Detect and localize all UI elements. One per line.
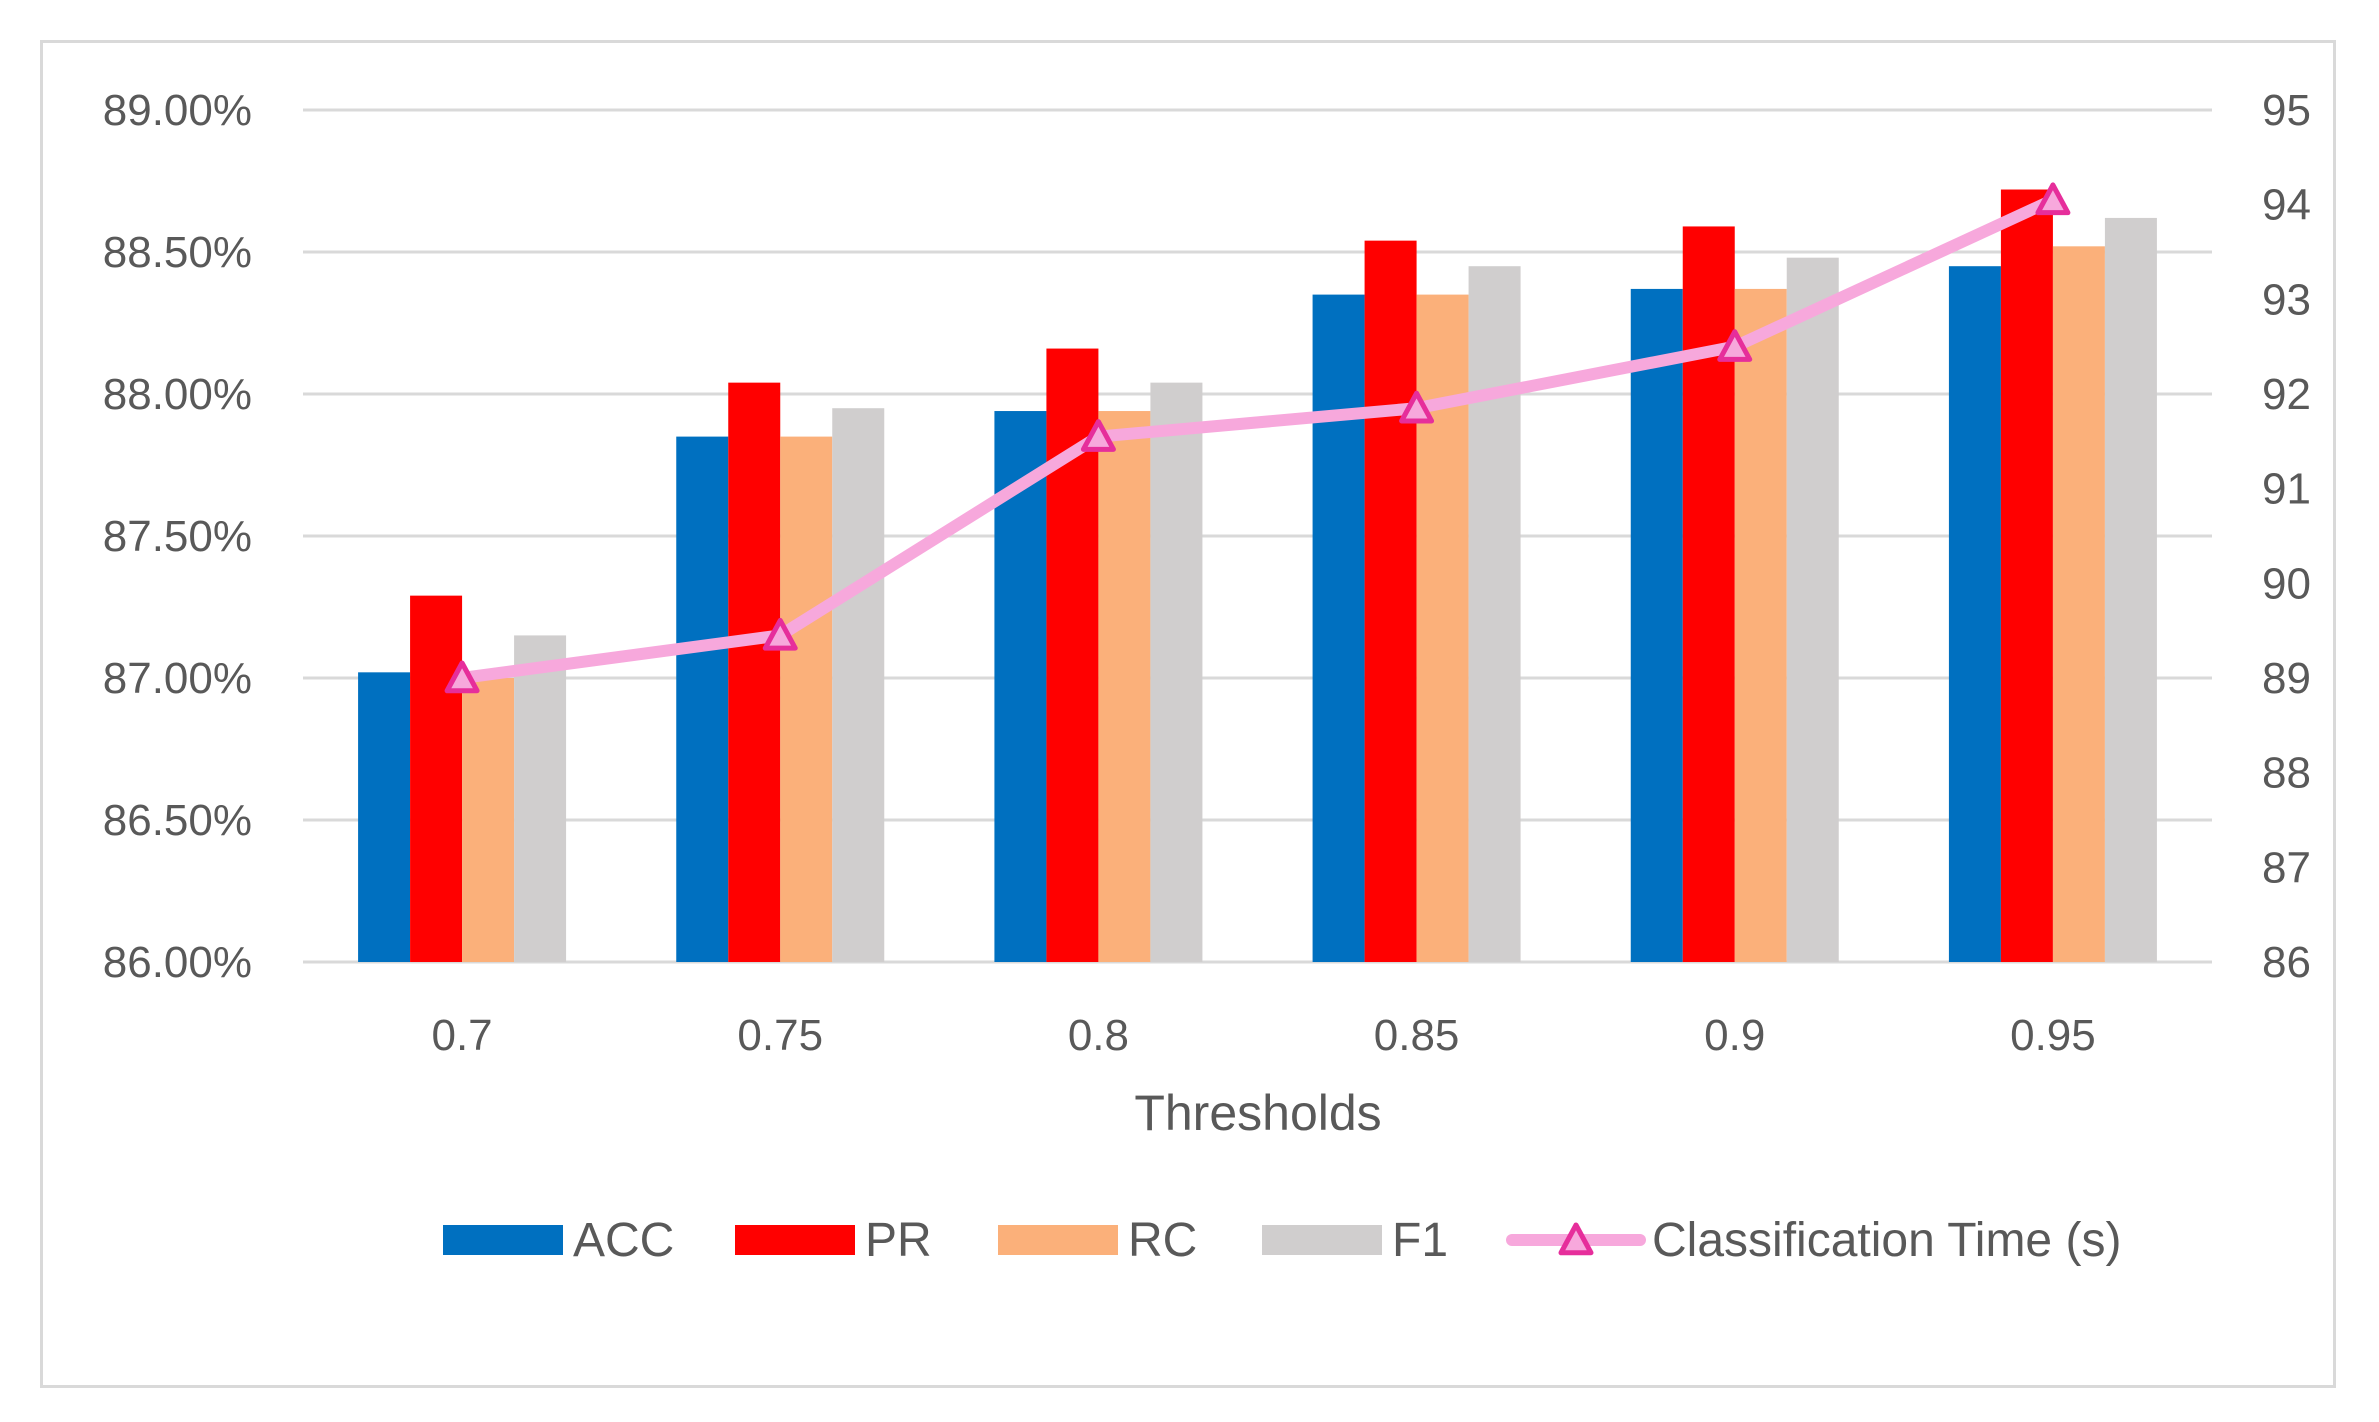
x-tick-label: 0.75 (737, 1011, 823, 1060)
bar-rc (462, 678, 515, 962)
y2-tick-label: 94 (2262, 181, 2311, 230)
y-tick-label: 88.50% (103, 228, 252, 277)
bar-rc (2052, 246, 2105, 962)
x-tick-label: 0.85 (1374, 1011, 1460, 1060)
y2-tick-label: 86 (2262, 938, 2311, 987)
y2-tick-label: 91 (2262, 465, 2311, 514)
legend-label-rc: RC (1128, 1214, 1197, 1267)
bar-rc (1734, 288, 1787, 962)
bar-f1 (514, 635, 567, 962)
legend-label-classification-time: Classification Time (s) (1652, 1214, 2121, 1267)
legend-swatch-rc (998, 1225, 1118, 1255)
bar-f1 (1786, 257, 1839, 962)
bar-acc (676, 436, 729, 963)
line-marker (1080, 419, 1116, 452)
line-marker (1717, 329, 1753, 362)
legend-label-pr: PR (865, 1214, 932, 1267)
x-tick-label: 0.9 (1704, 1011, 1765, 1060)
line-marker (444, 660, 480, 694)
line-series (444, 182, 2071, 694)
y2-tick-label: 92 (2262, 370, 2311, 419)
bar-pr (728, 382, 781, 962)
y-tick-label: 86.00% (103, 938, 252, 987)
bar-rc (780, 436, 833, 963)
y-tick-label: 89.00% (103, 86, 252, 135)
legend: ACC PR RC F1 Classification Time (s) (443, 1214, 2121, 1267)
y-tick-label: 87.50% (103, 512, 252, 561)
right-axis-ticks: 86 87 88 89 90 91 92 93 94 95 (2262, 86, 2311, 987)
gridlines (303, 108, 2212, 964)
bar-f1 (832, 408, 885, 962)
bar-acc (1948, 266, 2001, 962)
y-tick-label: 88.00% (103, 370, 252, 419)
x-axis-ticks: 0.7 0.75 0.8 0.85 0.9 0.95 (431, 1011, 2095, 1060)
bars (358, 189, 2157, 963)
bar-rc (1098, 411, 1151, 962)
legend-marker-classification-time (1558, 1222, 1594, 1256)
bar-pr (1364, 240, 1417, 962)
x-tick-label: 0.95 (2010, 1011, 2096, 1060)
bar-f1 (2104, 217, 2157, 963)
line-marker (2035, 182, 2071, 216)
y2-tick-label: 90 (2262, 559, 2311, 608)
bar-pr (1682, 226, 1735, 962)
legend-swatch-f1 (1262, 1225, 1382, 1255)
y-tick-label: 87.00% (103, 654, 252, 703)
y-tick-label: 86.50% (103, 796, 252, 845)
bar-acc (358, 672, 411, 962)
x-tick-label: 0.8 (1068, 1011, 1129, 1060)
bar-pr (2000, 189, 2053, 962)
line-marker (1399, 390, 1435, 424)
line-marker (762, 617, 798, 651)
y2-tick-label: 93 (2262, 275, 2311, 324)
bar-f1 (1150, 382, 1203, 962)
legend-label-f1: F1 (1392, 1214, 1448, 1267)
bar-acc (1312, 294, 1365, 963)
y2-tick-label: 95 (2262, 86, 2311, 135)
bar-pr (410, 595, 463, 962)
legend-swatch-pr (735, 1225, 855, 1255)
bar-acc (1630, 288, 1683, 962)
y2-tick-label: 88 (2262, 749, 2311, 798)
x-axis-title: Thresholds (1134, 1085, 1381, 1141)
y2-tick-label: 89 (2262, 654, 2311, 703)
left-axis-ticks: 86.00% 86.50% 87.00% 87.50% 88.00% 88.50% 89.0… (103, 86, 252, 987)
line-classification-time (456, 193, 2059, 684)
legend-swatch-acc (443, 1225, 563, 1255)
x-tick-label: 0.7 (431, 1011, 492, 1060)
bar-f1 (1468, 266, 1521, 962)
y2-tick-label: 87 (2262, 843, 2311, 892)
legend-label-acc: ACC (573, 1214, 674, 1267)
